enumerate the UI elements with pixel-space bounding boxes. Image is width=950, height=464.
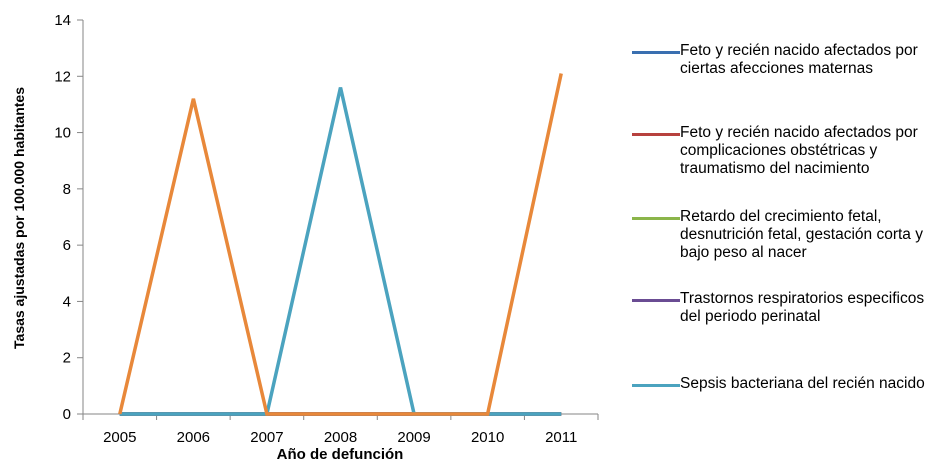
legend-swatch-3 xyxy=(632,217,680,220)
x-tick-label-5: 2010 xyxy=(471,429,504,446)
y-tick-label-3: 6 xyxy=(63,237,71,254)
legend-label-4: Trastornos respiratorios especificos del… xyxy=(680,290,925,325)
y-tick-label-0: 0 xyxy=(63,406,71,423)
legend-item-1: Feto y recién nacido afectados por ciert… xyxy=(632,42,948,78)
y-tick-label-7: 14 xyxy=(54,12,71,29)
x-tick-label-4: 2009 xyxy=(397,429,430,446)
x-tick-label-0: 2005 xyxy=(103,429,136,446)
x-axis-title: Año de defunción xyxy=(277,446,404,463)
y-tick-label-6: 12 xyxy=(54,68,71,85)
y-tick-label-5: 10 xyxy=(54,125,71,142)
x-tick-label-2: 2007 xyxy=(250,429,283,446)
legend-item-5: Sepsis bacteriana del recién nacido xyxy=(632,375,948,393)
legend-swatch-1 xyxy=(632,51,680,54)
legend-label-5: Sepsis bacteriana del recién nacido xyxy=(680,375,925,392)
y-tick-label-1: 2 xyxy=(63,350,71,367)
legend-item-4: Trastornos respiratorios especificos del… xyxy=(632,290,948,326)
legend-swatch-2 xyxy=(632,133,680,136)
chart-axes xyxy=(82,20,598,415)
y-tick-label-2: 4 xyxy=(63,293,71,310)
legend-label-3: Retardo del crecimiento fetal, desnutric… xyxy=(680,208,923,261)
x-tick-label-3: 2008 xyxy=(324,429,357,446)
series-line-6 xyxy=(118,73,563,416)
legend-swatch-5 xyxy=(632,384,680,387)
chart-series-lines xyxy=(118,73,563,416)
legend-item-3: Retardo del crecimiento fetal, desnutric… xyxy=(632,208,948,262)
y-tick-label-4: 8 xyxy=(63,181,71,198)
x-tick-label-1: 2006 xyxy=(177,429,210,446)
legend-label-1: Feto y recién nacido afectados por ciert… xyxy=(680,42,918,77)
legend-swatch-4 xyxy=(632,299,680,302)
x-tick-label-6: 2011 xyxy=(545,429,577,446)
legend-label-2: Feto y recién nacido afectados por compl… xyxy=(680,124,918,177)
legend-item-2: Feto y recién nacido afectados por compl… xyxy=(632,124,948,178)
y-axis-title: Tasas ajustadas por 100.000 habitantes xyxy=(11,87,27,349)
chart-ticks: 0 2 4 6 8 10 12 14 2005 2006 2007 2008 2009 2010 2011 xyxy=(54,12,599,446)
